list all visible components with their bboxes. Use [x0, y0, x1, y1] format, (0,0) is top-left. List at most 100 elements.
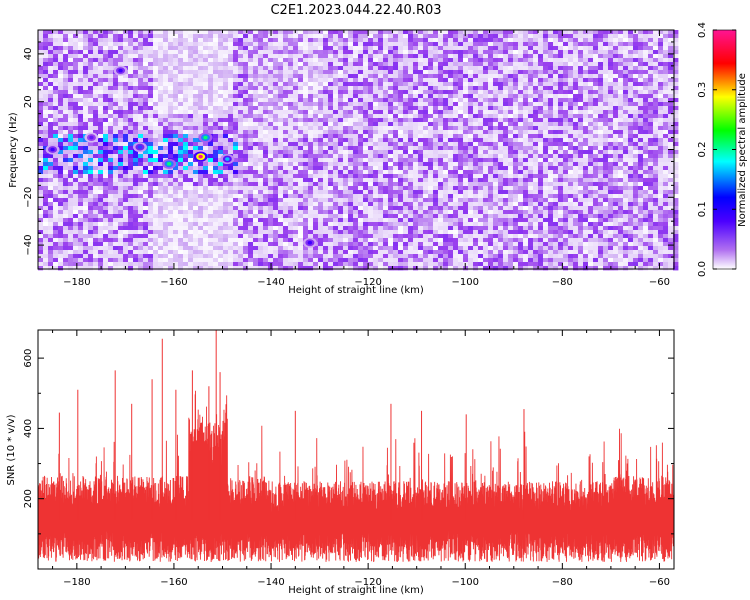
heatmap-cell: [628, 130, 634, 135]
heatmap-cell: [603, 118, 609, 123]
heatmap-cell: [48, 50, 54, 55]
heatmap-cell: [623, 154, 629, 159]
heatmap-cell: [603, 130, 609, 135]
heatmap-cell: [348, 70, 354, 75]
heatmap-cell: [653, 134, 659, 139]
heatmap-cell: [178, 46, 184, 51]
heatmap-cell: [78, 158, 84, 163]
heatmap-cell: [588, 38, 594, 43]
heatmap-cell: [578, 154, 584, 159]
heatmap-cell: [243, 90, 249, 95]
heatmap-cell: [483, 126, 489, 131]
heatmap-cell: [103, 170, 109, 175]
heatmap-cell: [198, 170, 204, 175]
heatmap-cell: [298, 114, 304, 119]
heatmap-cell: [243, 98, 249, 103]
heatmap-cell: [38, 182, 44, 187]
heatmap-cell: [268, 98, 274, 103]
heatmap-cell: [458, 90, 464, 95]
heatmap-cell: [153, 138, 159, 143]
heatmap-cell: [463, 86, 469, 91]
heatmap-cell: [373, 114, 379, 119]
heatmap-cell: [448, 46, 454, 51]
heatmap-cell: [398, 62, 404, 67]
heatmap-cell: [343, 130, 349, 135]
heatmap-cell: [618, 34, 624, 39]
heatmap-cell: [458, 166, 464, 171]
heatmap-cell: [528, 58, 534, 63]
heatmap-cell: [603, 142, 609, 147]
heatmap-cell: [513, 150, 519, 155]
heatmap-cell: [63, 30, 69, 35]
heatmap-cell: [78, 118, 84, 123]
heatmap-cell: [148, 150, 154, 155]
heatmap-cell: [333, 150, 339, 155]
heatmap-cell: [308, 34, 314, 39]
heatmap-cell: [668, 162, 674, 167]
heatmap-cell: [498, 138, 504, 143]
heatmap-cell: [168, 94, 174, 99]
heatmap-cell: [653, 46, 659, 51]
heatmap-cell: [568, 74, 574, 79]
heatmap-cell: [263, 90, 269, 95]
heatmap-cell: [308, 130, 314, 135]
heatmap-cell: [313, 126, 319, 131]
heatmap-cell: [658, 142, 664, 147]
heatmap-cell: [123, 122, 129, 127]
heatmap-cell: [128, 98, 134, 103]
heatmap-cell: [443, 154, 449, 159]
heatmap-cell: [228, 38, 234, 43]
heatmap-cell: [73, 174, 79, 179]
heatmap-cell: [388, 122, 394, 127]
heatmap-cell: [523, 126, 529, 131]
heatmap-cell: [538, 102, 544, 107]
heatmap-cell: [118, 118, 124, 123]
heatmap-cell: [358, 126, 364, 131]
heatmap-cell: [188, 174, 194, 179]
heatmap-cell: [663, 30, 669, 35]
heatmap-cell: [43, 42, 49, 47]
heatmap-cell: [508, 182, 514, 187]
heatmap-cell: [368, 54, 374, 59]
heatmap-cell: [573, 62, 579, 67]
heatmap-cell: [263, 166, 269, 171]
heatmap-cell: [323, 46, 329, 51]
heatmap-cell: [328, 130, 334, 135]
heatmap-cell: [483, 146, 489, 151]
heatmap-cell: [108, 118, 114, 123]
heatmap-cell: [403, 178, 409, 183]
heatmap-cell: [218, 154, 224, 159]
heatmap-cell: [368, 138, 374, 143]
heatmap-cell: [603, 126, 609, 131]
heatmap-cell: [208, 154, 214, 159]
heatmap-cell: [58, 170, 64, 175]
heatmap-cell: [83, 90, 89, 95]
heatmap-cell: [588, 146, 594, 151]
heatmap-cell: [208, 78, 214, 83]
heatmap-cell: [653, 142, 659, 147]
heatmap-cell: [403, 118, 409, 123]
heatmap-cell: [413, 178, 419, 183]
heatmap-cell: [358, 30, 364, 35]
heatmap-cell: [193, 82, 199, 87]
heatmap-cell: [263, 50, 269, 55]
heatmap-cell: [598, 50, 604, 55]
heatmap-cell: [83, 70, 89, 75]
heatmap-cell: [628, 134, 634, 139]
heatmap-cell: [523, 38, 529, 43]
heatmap-cell: [43, 174, 49, 179]
heatmap-cell: [108, 162, 114, 167]
heatmap-cell: [173, 150, 179, 155]
heatmap-cell: [273, 114, 279, 119]
heatmap-cell: [243, 166, 249, 171]
heatmap-cell: [178, 102, 184, 107]
heatmap-cell: [318, 90, 324, 95]
heatmap-cell: [653, 74, 659, 79]
heatmap-cell: [188, 46, 194, 51]
heatmap-cell: [43, 166, 49, 171]
heatmap-cell: [608, 42, 614, 47]
heatmap-cell: [448, 146, 454, 151]
heatmap-cell: [173, 166, 179, 171]
heatmap-cell: [238, 30, 244, 35]
heatmap-cell: [328, 158, 334, 163]
